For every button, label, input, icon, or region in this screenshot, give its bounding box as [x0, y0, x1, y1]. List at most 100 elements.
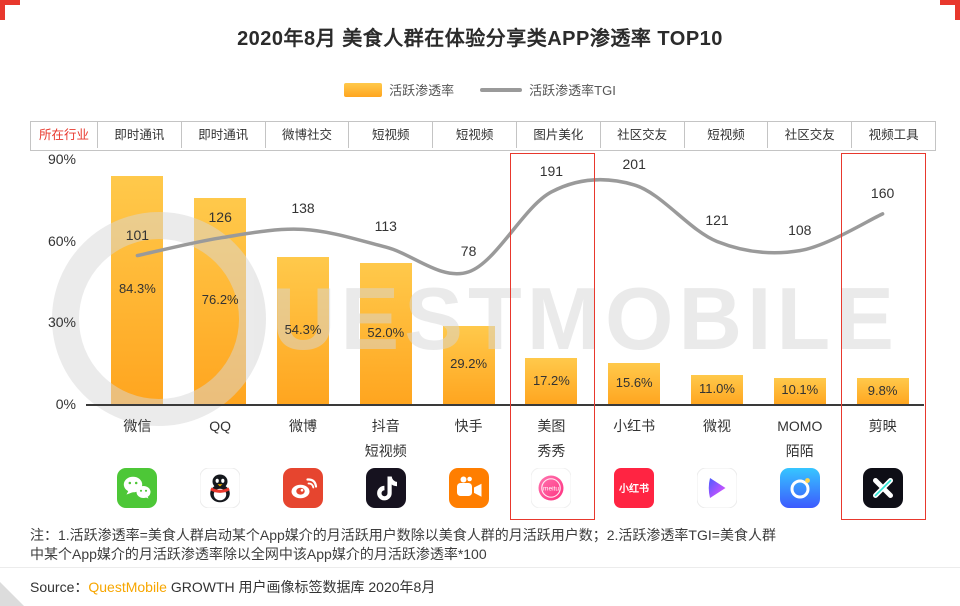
wechat-icon — [117, 468, 158, 508]
industry-cell-meitu: 图片美化 — [515, 122, 600, 148]
category-label-line: 快手 — [454, 418, 483, 434]
x-axis-line — [86, 404, 924, 406]
bar-value-weishi: 11.0% — [699, 381, 735, 397]
legend-bar-group: 活跃渗透率 — [344, 80, 454, 99]
bar-meitu — [525, 358, 578, 405]
footnote-line-1: 注：1.活跃渗透率=美食人群启动某个App媒介的月活跃用户数除以美食人群的月活跃… — [30, 527, 776, 543]
footer-divider — [0, 567, 960, 568]
bar-value-weibo: 54.3% — [284, 322, 322, 338]
category-label-line: 秀秀 — [537, 443, 566, 459]
bar-value-qq: 76.2% — [201, 292, 239, 308]
category-label-weishi: 微视 — [676, 414, 759, 439]
weishi-icon — [696, 467, 738, 509]
industry-cell-qq: 即时通讯 — [180, 122, 265, 148]
category-label-xiaohongshu: 小红书 — [593, 414, 676, 439]
category-label-douyin: 抖音 短视频 — [344, 414, 427, 464]
category-label-meitu: 美图 秀秀 — [510, 414, 593, 464]
highlight-box-meitu — [510, 153, 595, 520]
bar-value-momo: 10.1% — [781, 382, 819, 398]
highlight-box-jianying — [841, 153, 926, 520]
bar-value-wechat: 84.3% — [118, 281, 156, 297]
corner-accent-top-right-icon — [940, 0, 960, 20]
y-axis-tick-2: 30% — [47, 314, 76, 331]
category-label-line: 小红书 — [613, 418, 656, 434]
category-label-line: 美图 — [537, 418, 566, 434]
tgi-value-douyin: 113 — [374, 218, 397, 235]
category-label-line: 微博 — [288, 418, 317, 434]
tgi-value-weishi: 121 — [705, 212, 729, 229]
tgi-value-xiaohongshu: 201 — [622, 155, 646, 172]
category-label-line: 微信 — [123, 418, 152, 434]
industry-cell-jianying: 视频工具 — [851, 122, 935, 148]
jianying-icon — [862, 468, 903, 508]
industry-cell-weishi: 短视频 — [683, 122, 768, 148]
category-label-line: 剪映 — [868, 418, 897, 434]
tgi-value-weibo: 138 — [291, 200, 315, 217]
source-brand: QuestMobile — [88, 579, 167, 595]
svg-text:meitu: meitu — [543, 486, 559, 493]
source-prefix: Source： — [30, 579, 89, 595]
industry-cell-douyin: 短视频 — [348, 122, 432, 148]
category-label-jianying: 剪映 — [841, 414, 924, 439]
tgi-value-jianying: 160 — [870, 184, 895, 201]
meitu-icon: meitu — [530, 467, 572, 509]
industry-cell-kuaishou: 短视频 — [432, 122, 516, 148]
tgi-value-meitu: 191 — [539, 162, 564, 179]
source-line: Source：QuestMobile GROWTH 用户画像标签数据库 2020… — [30, 577, 435, 597]
industry-row-title: 所在行业 — [38, 128, 89, 142]
bar-douyin — [359, 263, 412, 405]
bar-xiaohongshu — [608, 362, 661, 405]
footnote: 注：1.活跃渗透率=美食人群启动某个App媒介的月活跃用户数除以美食人群的月活跃… — [30, 526, 932, 564]
source-suffix: GROWTH 用户画像标签数据库 2020年8月 — [166, 579, 436, 595]
bar-momo — [773, 377, 826, 405]
tgi-value-momo: 108 — [788, 221, 812, 238]
footnote-line-2: 中某个App媒介的月活跃渗透率除以全网中该App媒介的月活跃渗透率*100 — [30, 546, 487, 562]
bar-value-meitu: 17.2% — [532, 372, 570, 388]
category-label-line: 抖音 — [371, 418, 400, 434]
svg-text:小红书: 小红书 — [618, 482, 649, 495]
kuaishou-icon — [448, 468, 489, 508]
category-label-line: 微视 — [702, 418, 731, 434]
industry-header-row: 所在行业 即时通讯 即时通讯 微博社交 短视频 短视频 图片美化 社区交友 短视频 社区交友 视频… — [30, 121, 936, 151]
corner-accent-bottom-left-icon — [0, 582, 24, 606]
tgi-value-qq: 126 — [208, 208, 232, 225]
category-label-wechat: 微信 — [96, 414, 179, 439]
tgi-value-kuaishou: 78 — [460, 242, 477, 259]
y-axis-tick-1: 60% — [47, 232, 76, 249]
weibo-icon — [283, 468, 323, 508]
legend-line-group: 活跃渗透率TGI — [480, 80, 616, 99]
bar-value-xiaohongshu: 15.6% — [615, 374, 653, 390]
momo-icon — [779, 468, 820, 508]
industry-cell-wechat: 即时通讯 — [97, 122, 181, 148]
category-label-weibo: 微博 — [262, 414, 345, 439]
bar-value-kuaishou: 29.2% — [450, 356, 488, 372]
bar-value-douyin: 52.0% — [367, 325, 405, 341]
bar-value-jianying: 9.8% — [867, 382, 898, 398]
bar-weishi — [691, 375, 743, 405]
industry-cell-weibo: 微博社交 — [264, 122, 349, 148]
line-legend-label: 活跃渗透率TGI — [529, 83, 616, 98]
industry-cell-xiaohongshu: 社区交友 — [599, 122, 684, 148]
douyin-icon — [365, 468, 406, 508]
category-label-kuaishou: 快手 — [427, 414, 510, 439]
bar-legend-label: 活跃渗透率 — [389, 83, 455, 98]
y-axis-tick-0: 90% — [47, 151, 76, 167]
line-legend-swatch-icon — [480, 87, 523, 92]
y-axis-tick-3: 0% — [55, 396, 76, 412]
category-label-line: QQ — [209, 418, 232, 434]
xiaohongshu-icon: 小红书 — [614, 468, 655, 508]
bar-legend-swatch-icon — [344, 82, 383, 97]
tgi-value-wechat: 101 — [125, 226, 150, 243]
chart-title: 2020年8月 美食人群在体验分享类APP渗透率 TOP10 — [237, 28, 723, 50]
chart-legend: 活跃渗透率 活跃渗透率TGI — [0, 80, 960, 99]
industry-cell-momo: 社区交友 — [767, 122, 851, 148]
category-label-line: 短视频 — [364, 443, 407, 459]
bar-weibo — [277, 257, 329, 405]
bar-kuaishou — [442, 325, 495, 405]
category-label-line: 陌陌 — [785, 443, 814, 459]
bar-jianying — [856, 378, 909, 405]
category-label-line: MOMO — [777, 418, 823, 434]
qq-icon — [199, 467, 241, 509]
category-label-momo: MOMO 陌陌 — [758, 414, 841, 464]
